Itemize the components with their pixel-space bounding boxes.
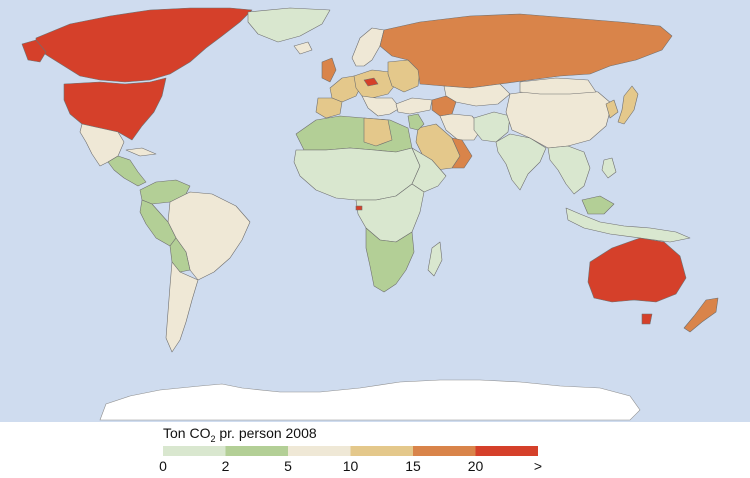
legend-swatch-5: [475, 446, 538, 456]
country-libya: [363, 117, 393, 147]
country-russia: [379, 13, 673, 89]
legend-tick-label: 20: [468, 458, 484, 474]
country-usa: [63, 77, 167, 141]
legend-tick-label: >: [534, 458, 542, 474]
country-afghanistan-pakistan: [473, 111, 511, 143]
legend-tick-label: 10: [343, 458, 359, 474]
country-iceland: [293, 41, 313, 55]
country-india: [495, 133, 547, 191]
legend-swatch-2: [288, 446, 351, 456]
legend-title-main: Ton CO: [163, 425, 211, 441]
country-czechia: [363, 77, 379, 87]
country-central-africa: [355, 183, 425, 243]
country-madagascar: [427, 241, 443, 277]
legend-tick-label: 0: [159, 458, 167, 474]
country-oman-gulf: [451, 137, 473, 169]
legend-ticks: 0 2 5 10 15 20 >: [159, 458, 542, 474]
country-alaska: [21, 39, 47, 63]
country-philippines: [601, 157, 617, 179]
antarctica: [99, 379, 641, 421]
country-japan: [617, 85, 639, 125]
legend-swatch-0: [163, 446, 226, 456]
legend-swatches: [163, 446, 538, 456]
legend-swatch-1: [225, 446, 288, 456]
country-italy-balkans: [361, 95, 401, 117]
legend-title: Ton CO2 pr. person 2008: [163, 425, 317, 444]
country-tasmania: [641, 313, 653, 325]
legend-swatch-3: [350, 446, 413, 456]
country-cuba: [125, 147, 157, 157]
legend-title-subscript: 2: [210, 434, 215, 444]
country-levant: [407, 113, 425, 131]
country-argentina-chile: [165, 261, 199, 353]
legend: Ton CO2 pr. person 2008 0 2 5 10 15 20 >: [159, 425, 542, 474]
legend-tick-label: 2: [222, 458, 230, 474]
country-southern-africa: [365, 227, 415, 293]
legend-swatch-4: [413, 446, 476, 456]
country-horn-of-africa: [411, 147, 447, 193]
country-korea: [605, 99, 619, 119]
country-southeast-asia: [547, 145, 591, 195]
country-indonesia: [565, 207, 691, 243]
country-equatorial-guinea: [355, 205, 363, 211]
legend-tick-label: 5: [284, 458, 292, 474]
country-malaysia: [581, 195, 615, 215]
country-turkey: [395, 97, 433, 115]
country-australia: [587, 237, 687, 303]
country-central-america: [107, 155, 147, 187]
country-uk-ireland: [321, 57, 337, 83]
country-canada: [35, 7, 253, 83]
country-iberia: [315, 97, 343, 119]
country-new-zealand: [683, 297, 719, 333]
legend-tick-label: 15: [405, 458, 421, 474]
legend-title-rest: pr. person 2008: [215, 425, 316, 441]
country-greenland: [247, 7, 331, 43]
country-mongolia: [519, 77, 597, 95]
